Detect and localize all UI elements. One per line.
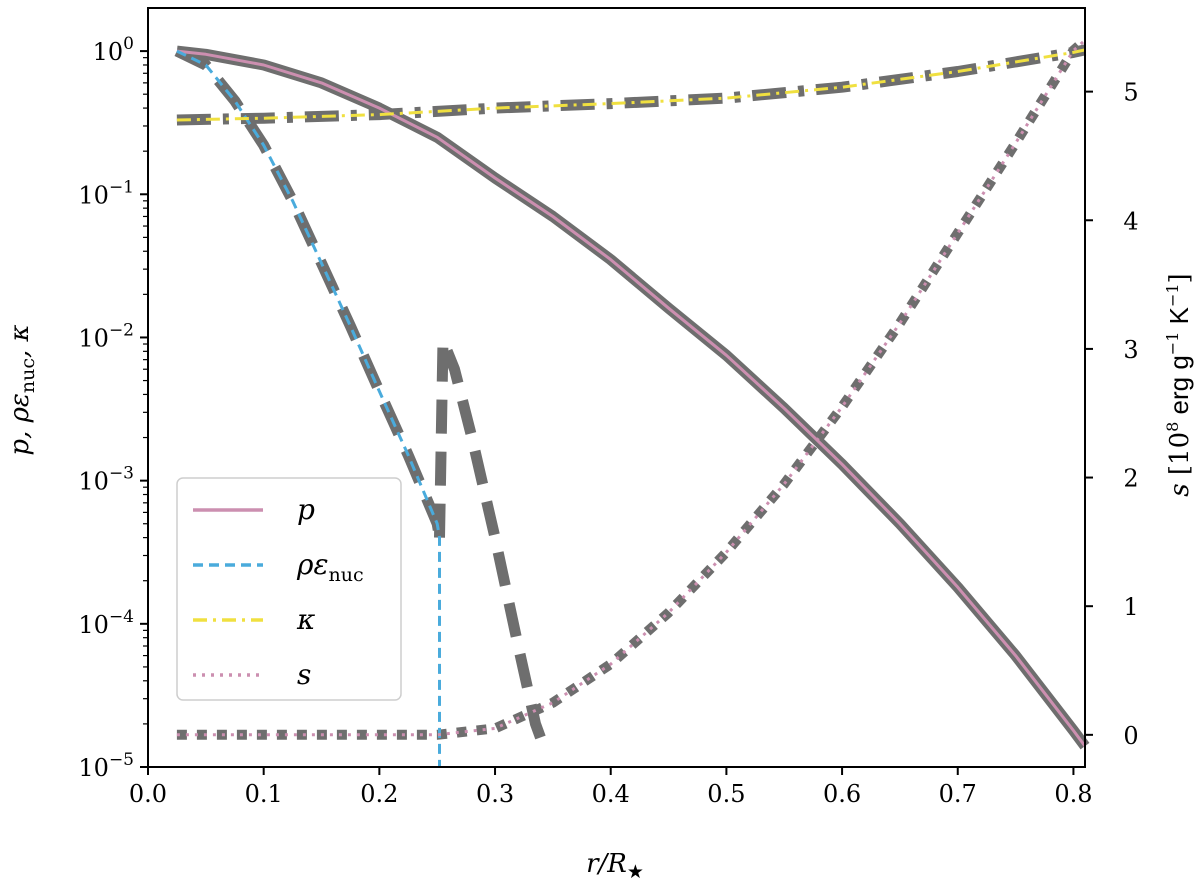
- tick-base: 10: [78, 754, 109, 782]
- series-line-2: [176, 48, 1086, 122]
- left-y-axis-label: p, ρεnuc, κ: [5, 324, 39, 455]
- left-y-tick-label: 10−4: [78, 607, 134, 639]
- tick-exponent: −2: [109, 320, 134, 340]
- tick-exponent: −4: [109, 607, 134, 627]
- left-y-tick-label: 10−2: [78, 320, 134, 352]
- legend-label: p: [297, 493, 315, 526]
- legend-label-main: s: [297, 658, 311, 691]
- left-y-tick-label: 10−1: [78, 177, 134, 209]
- legend-label-main: p: [297, 493, 315, 526]
- x-tick-label: 0.7: [939, 780, 977, 808]
- x-axis-ticks: 0.0 0.1 0.2 0.3 0.4 0.5 0.6 0.7 0.8: [129, 767, 1093, 808]
- plot-frame: [147, 7, 1086, 768]
- legend-label: κ: [296, 603, 315, 636]
- tick-base: 10: [78, 468, 109, 496]
- x-tick-label: 0.2: [360, 780, 398, 808]
- tick-base: 10: [93, 38, 124, 66]
- left-y-tick-label: 100: [93, 34, 134, 66]
- right-y-tick-label: 5: [1123, 79, 1138, 107]
- right-y-tick-label: 0: [1123, 722, 1138, 750]
- x-tick-label: 0.5: [707, 780, 745, 808]
- legend-label: s: [297, 658, 311, 691]
- x-tick-label: 0.6: [823, 780, 861, 808]
- legend-label-main: ρε: [296, 548, 329, 581]
- tick-exponent: −3: [109, 464, 134, 484]
- right-y-axis-ticks: 0 1 2 3 4 5: [1085, 79, 1139, 750]
- overlay-line-2: [434, 335, 549, 748]
- x-axis-label: r/R★: [586, 849, 644, 883]
- tick-exponent: 0: [123, 34, 134, 54]
- legend-label: ρεnuc: [296, 548, 364, 586]
- legend-label-main: κ: [296, 603, 315, 636]
- right-y-tick-label: 4: [1123, 207, 1138, 235]
- overlay-line-4: [176, 36, 1089, 740]
- series-line-1: [176, 49, 441, 767]
- right-y-tick-label: 2: [1123, 465, 1138, 493]
- tick-base: 10: [78, 324, 109, 352]
- legend-box: [176, 477, 402, 701]
- right-y-tick-label: 1: [1123, 593, 1138, 621]
- legend-label-sub: nuc: [329, 564, 364, 586]
- x-tick-label: 0.4: [592, 780, 630, 808]
- tick-base: 10: [78, 611, 109, 639]
- tick-base: 10: [78, 181, 109, 209]
- series-lines: [176, 39, 1087, 767]
- tick-exponent: −5: [109, 750, 134, 770]
- x-tick-label: 0.8: [1054, 780, 1092, 808]
- x-tick-label: 0.3: [476, 780, 514, 808]
- x-tick-label: 0.1: [245, 780, 283, 808]
- left-y-tick-label: 10−5: [78, 750, 134, 782]
- right-y-axis-label: s [108 erg g−1 K−1]: [1163, 273, 1195, 496]
- series-line-0: [176, 49, 1087, 747]
- tick-exponent: −1: [109, 177, 134, 197]
- left-y-tick-label: 10−3: [78, 464, 134, 496]
- x-tick-label: 0.0: [129, 780, 167, 808]
- right-y-tick-label: 3: [1123, 336, 1138, 364]
